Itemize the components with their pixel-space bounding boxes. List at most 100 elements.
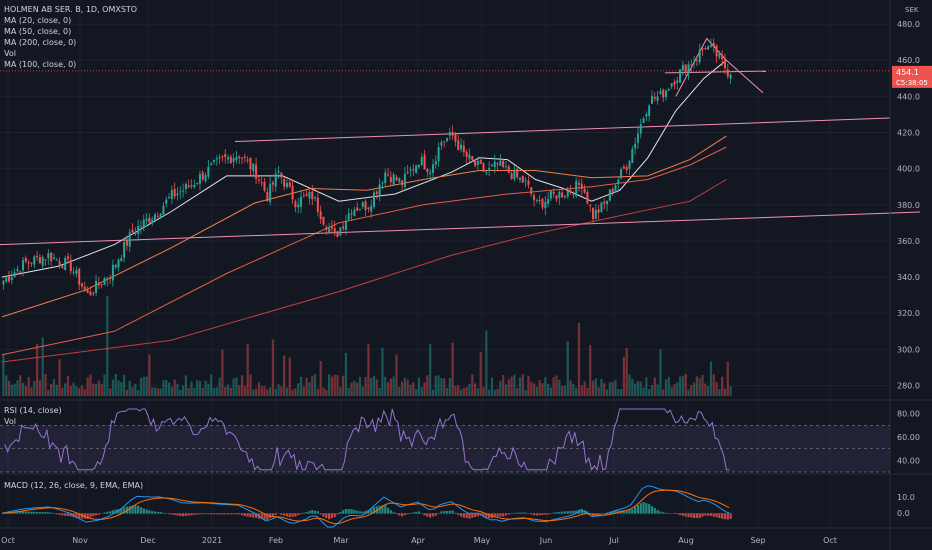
candle-body [305,193,308,196]
candle-body [679,69,682,83]
volume-bar [285,387,289,396]
macd-hist-bar [361,511,364,514]
candle-body [201,172,204,180]
volume-bar [218,377,221,396]
macd-hist-bar [603,513,606,514]
macd-hist-bar [325,513,328,519]
candle-body [100,284,103,286]
candle-body [507,166,510,174]
candle-body [8,276,11,282]
macd-hist-bar [524,512,527,514]
macd-hist-bar [193,513,196,515]
candle-body [13,272,16,277]
y-tick-label: 360.0 [897,237,920,246]
legend-ma20[interactable]: MA (20, close, 0) [4,16,72,25]
volume-bar [58,359,61,396]
macd-hist-bar [322,513,325,517]
candle-body [283,179,286,187]
volume-bar [137,389,140,396]
macd-signal-line [1,489,730,525]
candle-body [66,256,69,259]
macd-hist-bar [471,513,474,518]
volume-bar [603,383,606,396]
candle-body [718,53,721,58]
volume-bar [55,384,58,396]
macd-hist-bar [532,513,536,516]
legend-ma200[interactable]: MA (200, close, 0) [4,38,77,47]
candle-body [123,242,126,258]
volume-bar [684,374,687,396]
symbol-title[interactable]: HOLMEN AB SER. B, 1D, OMXSTO [4,5,138,14]
macd-hist-bar [246,513,249,517]
macd-hist-bar [305,512,308,514]
macd-title[interactable]: MACD (12, 26, close, 9, EMA, EMA) [4,481,144,490]
candle-body [173,188,176,197]
candle-body [499,160,502,166]
volume-bar [718,389,721,396]
candle-body [297,204,300,208]
candle-body [462,145,465,153]
macd-hist-bar [395,513,398,515]
macd-hist-bar [173,513,176,516]
candle-body [704,47,707,50]
macd-hist-bar [97,513,100,515]
candle-body [358,209,361,211]
macd-hist-bar [232,513,235,515]
macd-hist-bar [631,509,634,514]
candle-body [218,157,221,159]
volume-bar [552,377,555,396]
rsi-title[interactable]: RSI (14, close) [4,406,62,415]
x-tick-label: Mar [333,536,349,545]
volume-bar [30,387,33,396]
price-marker [892,65,932,88]
macd-hist-bar [445,510,449,514]
volume-bar [190,381,193,396]
legend-vol[interactable]: Vol [4,49,16,58]
volume-bar [561,385,564,396]
volume-bar [170,386,173,396]
volume-bar [350,382,353,396]
candle-body [597,209,600,213]
candle-body [92,292,95,294]
candle-body [322,217,325,225]
volume-bar [38,380,42,396]
legend-ma50[interactable]: MA (50, close, 0) [4,27,72,36]
volume-bar [625,348,628,396]
y-tick-label: 380.0 [897,201,920,210]
macd-hist-bar [448,510,451,514]
candle-body [89,291,92,296]
candle-body [33,256,36,265]
macd-hist-bar [715,513,718,518]
volume-bar [692,382,696,396]
volume-bar [372,375,376,396]
volume-bar [2,353,5,396]
rsi-vol-title[interactable]: Vol [4,417,16,426]
candle-body [698,50,701,63]
candle-body [482,163,485,172]
candle-body [673,81,676,85]
macd-hist-bar [156,511,159,514]
macd-hist-bar [443,511,446,514]
candle-body [294,201,297,208]
macd-hist-bar [179,513,182,516]
candle-body [168,196,171,198]
volume-bar [406,379,409,396]
candle-body [291,185,294,200]
macd-hist-bar [55,513,58,515]
macd-hist-bar [597,513,600,515]
candle-body [538,200,541,202]
macd-hist-bar [52,513,56,514]
macd-hist-bar [372,507,376,514]
candle-body [440,142,443,146]
candle-body [460,144,463,150]
volume-bar [226,384,230,396]
volume-bar [614,379,617,396]
candle-body [490,165,493,167]
macd-hist-bar [400,513,404,517]
macd-hist-bar [510,513,513,514]
volume-bar [103,374,106,396]
volume-bar [667,376,670,396]
legend-ma100[interactable]: MA (100, close, 0) [4,60,77,69]
x-tick-label: Sep [750,536,765,545]
